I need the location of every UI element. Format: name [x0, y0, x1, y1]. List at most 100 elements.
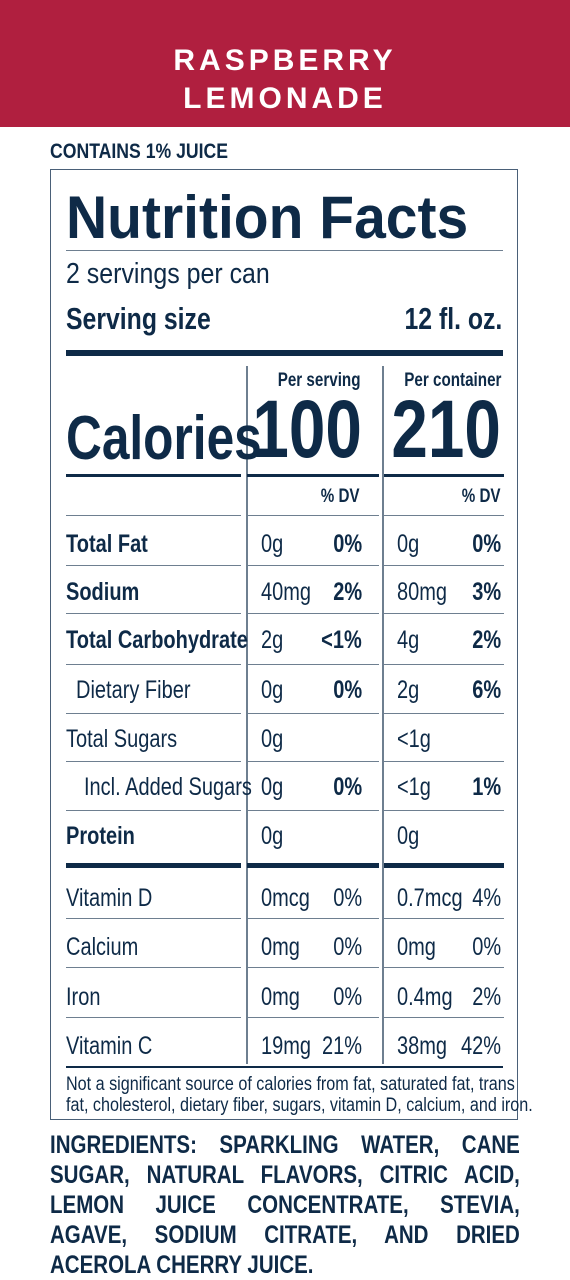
juice-content-note: CONTAINS 1% JUICE	[50, 140, 229, 163]
container-amount: 0g	[397, 822, 420, 850]
serving-amount: 0g	[261, 822, 284, 850]
serving-dv: 0%	[333, 530, 362, 558]
product-name-line1: RASPBERRY	[173, 44, 397, 77]
row-divider	[66, 613, 241, 614]
serving-size-value: 12 fl. oz.	[404, 301, 502, 336]
divider	[66, 1066, 503, 1068]
serving-dv: 21%	[321, 1032, 362, 1060]
serving-amount: 0g	[261, 725, 284, 753]
row-divider	[66, 664, 241, 665]
row-divider	[247, 810, 379, 811]
nutrient-name: Total Sugars	[66, 725, 178, 753]
serving-dv: 0%	[333, 933, 362, 961]
row-divider	[247, 761, 379, 762]
row-divider	[384, 565, 504, 566]
serving-amount: 2g	[261, 626, 284, 654]
thick-divider	[66, 350, 503, 356]
row-divider	[66, 918, 241, 919]
container-dv: 3%	[472, 578, 501, 606]
serving-amount: 19mg	[261, 1032, 312, 1060]
container-amount: 0mg	[397, 933, 436, 961]
row-divider	[384, 664, 504, 665]
nutrient-name: Protein	[66, 822, 135, 850]
nutrient-name: Vitamin C	[66, 1032, 153, 1060]
row-divider	[247, 613, 379, 614]
serving-amount: 0g	[261, 773, 284, 801]
serving-size-label: Serving size	[66, 301, 211, 336]
row-divider	[384, 713, 504, 714]
serving-dv: 0%	[333, 676, 362, 704]
row-divider	[384, 810, 504, 811]
calories-per-serving: 100	[252, 384, 362, 475]
serving-dv: <1%	[321, 626, 362, 654]
ingredients-block: INGREDIENTS: SPARKLING WATER, CANE SUGAR…	[50, 1130, 520, 1280]
product-banner: RASPBERRY LEMONADE	[0, 0, 570, 127]
nutrient-name: Dietary Fiber	[76, 676, 191, 704]
nutrient-name: Total Fat	[66, 530, 148, 558]
serving-dv: 0%	[333, 773, 362, 801]
row-divider	[66, 1017, 241, 1018]
serving-dv: 0%	[333, 884, 362, 912]
row-divider	[66, 810, 241, 811]
container-amount: 0.7mcg	[397, 884, 463, 912]
divider	[384, 863, 504, 868]
row-divider	[384, 761, 504, 762]
row-divider	[66, 515, 241, 516]
servings-per-container: 2 servings per can	[66, 258, 270, 290]
serving-amount: 0g	[261, 530, 284, 558]
row-divider	[66, 565, 241, 566]
row-divider	[384, 1017, 504, 1018]
divider	[247, 863, 379, 868]
row-divider	[66, 713, 241, 714]
container-dv: 42%	[460, 1032, 501, 1060]
serving-amount: 0mg	[261, 933, 300, 961]
row-divider	[247, 565, 379, 566]
container-amount: 2g	[397, 676, 420, 704]
row-divider	[66, 967, 241, 968]
container-amount: 80mg	[397, 578, 448, 606]
container-amount: 38mg	[397, 1032, 448, 1060]
row-divider	[247, 515, 379, 516]
container-dv: 1%	[472, 773, 501, 801]
column-divider-serving	[246, 366, 248, 1064]
container-amount: 0g	[397, 530, 420, 558]
row-divider	[384, 515, 504, 516]
product-name-line2: LEMONADE	[183, 82, 387, 115]
container-dv: 0%	[472, 933, 501, 961]
container-dv: 4%	[472, 884, 501, 912]
column-divider-container	[382, 366, 384, 1064]
row-divider	[247, 1017, 379, 1018]
row-divider	[384, 613, 504, 614]
serving-amount: 0g	[261, 676, 284, 704]
calories-per-container: 210	[391, 384, 501, 475]
divider	[66, 474, 241, 477]
serving-amount: 0mg	[261, 983, 300, 1011]
row-divider	[66, 761, 241, 762]
container-dv: 2%	[472, 626, 501, 654]
calories-label: Calories	[66, 404, 262, 473]
container-dv: 6%	[472, 676, 501, 704]
divider	[384, 474, 504, 477]
nutrient-name: Vitamin D	[66, 884, 153, 912]
dv-header-container: % DV	[462, 486, 501, 507]
row-divider	[247, 967, 379, 968]
nutrient-name: Incl. Added Sugars	[84, 773, 252, 801]
divider	[66, 250, 503, 251]
row-divider	[384, 918, 504, 919]
per-serving-header: Per serving	[277, 370, 360, 391]
row-divider	[247, 918, 379, 919]
container-amount: 4g	[397, 626, 420, 654]
row-divider	[247, 713, 379, 714]
dv-header-serving: % DV	[321, 486, 360, 507]
per-container-header: Per container	[403, 370, 501, 391]
row-divider	[384, 967, 504, 968]
serving-amount: 0mcg	[261, 884, 310, 912]
divider	[66, 863, 241, 868]
footnote-line2: fat, cholesterol, dietary fiber, sugars,…	[66, 1095, 533, 1116]
nutrition-facts-panel: Nutrition Facts 2 servings per can Servi…	[50, 169, 533, 1120]
nutrient-name: Total Carbohydrate	[66, 626, 248, 654]
container-amount: 0.4mg	[397, 983, 453, 1011]
nutrient-name: Calcium	[66, 933, 139, 961]
nutrient-name: Iron	[66, 983, 101, 1011]
container-dv: 0%	[472, 530, 501, 558]
